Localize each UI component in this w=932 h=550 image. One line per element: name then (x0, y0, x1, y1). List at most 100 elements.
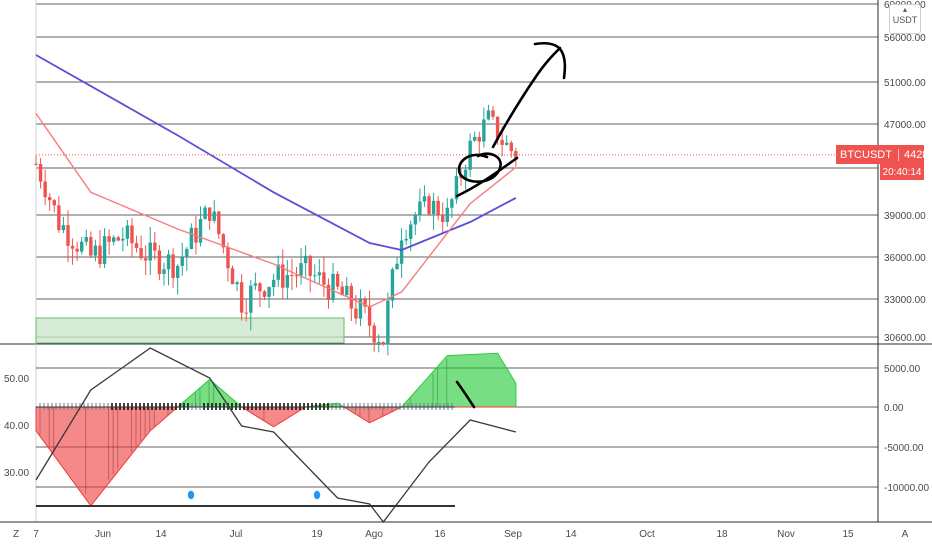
candle-up (486, 110, 491, 120)
date-tick-label: 14 (155, 529, 167, 540)
candle-up (482, 119, 486, 142)
candle-up (418, 201, 422, 216)
candle-down (139, 248, 143, 259)
candle-up (317, 272, 322, 276)
candle-up (409, 224, 413, 239)
price-tick-label: 39000.00 (884, 211, 926, 222)
price-tick-label: 56000.00 (884, 33, 926, 44)
candle-up (331, 273, 335, 300)
date-tick-label: Sep (504, 529, 522, 540)
candle-down (48, 197, 52, 201)
candle-down (98, 245, 102, 264)
price-tick-label: 36000.00 (884, 253, 926, 264)
date-tick-label: 16 (434, 529, 446, 540)
candle-up (271, 279, 276, 288)
candle-up (111, 237, 116, 242)
candle-down (57, 205, 61, 231)
date-tick-label: Jul (230, 529, 243, 540)
chevron-up-icon: ▴ (902, 5, 907, 14)
symbol-label: BTCUSDT (836, 148, 899, 161)
candle-up (175, 265, 180, 279)
candle-down (43, 181, 47, 198)
unit-label: USDT (892, 15, 918, 25)
date-tick-label: Oct (639, 529, 655, 540)
candle-down (354, 308, 358, 319)
oscillator-tick-label: 40.00 (4, 421, 29, 432)
currency-unit-selector[interactable]: ▴ USDT (889, 4, 921, 34)
candle-down (75, 248, 79, 252)
candle-up (253, 283, 258, 286)
candle-down (143, 258, 148, 261)
candle-up (390, 269, 395, 301)
candle-up (395, 263, 399, 270)
candle-up (148, 242, 152, 261)
candle-up (276, 264, 280, 280)
candle-down (509, 142, 513, 152)
candle-down (244, 312, 248, 314)
candle-down (500, 139, 504, 145)
candle-down (335, 273, 340, 287)
candle-down (308, 255, 312, 276)
candle-down (495, 116, 500, 140)
candle-down (230, 268, 235, 285)
candle-down (514, 151, 518, 160)
date-tick-label: 7 (33, 529, 39, 540)
candle-up (404, 238, 408, 241)
date-tick-label: 14 (565, 529, 577, 540)
candle-down (130, 225, 134, 244)
candle-up (235, 282, 239, 285)
candle-down (217, 211, 221, 235)
signal-dot (313, 490, 321, 500)
candle-down (491, 110, 495, 117)
candle-up (249, 285, 253, 313)
candle-up (267, 287, 271, 297)
candle-down (134, 243, 139, 249)
candle-up (463, 169, 468, 179)
candle-up (162, 269, 166, 274)
price-pane[interactable] (34, 54, 878, 356)
candle-up (203, 207, 207, 220)
candle-up (345, 285, 349, 296)
candle-down (322, 272, 326, 285)
candle-down (290, 275, 294, 277)
drawn-projection-line (455, 156, 519, 198)
candle-down (89, 237, 93, 256)
histogram-tick-label: 5000.00 (884, 364, 921, 375)
candle-down (477, 136, 481, 142)
candle-up (358, 299, 363, 319)
candle-up (285, 275, 290, 288)
candle-down (326, 284, 331, 300)
last-price-value: 44289.79 (903, 148, 932, 161)
auto-scale-button[interactable]: A (902, 529, 909, 540)
candle-up (166, 254, 171, 270)
candle-down (171, 254, 175, 279)
oscillator-line (35, 347, 517, 524)
candle-down (372, 325, 376, 343)
candle-down (226, 247, 230, 269)
candle-down (436, 200, 440, 215)
candle-up (185, 248, 189, 258)
candle-down (340, 286, 344, 296)
bar-countdown: 20:40:14 (880, 164, 924, 180)
candle-down (363, 299, 367, 307)
candle-down (367, 306, 372, 326)
histogram-tick-label: -10000.00 (884, 483, 929, 494)
zoom-left-button[interactable]: Z (13, 529, 19, 540)
candle-down (34, 163, 38, 165)
candle-down (52, 200, 56, 206)
user-drawings (455, 41, 567, 409)
candle-down (153, 242, 157, 251)
candle-down (157, 250, 162, 274)
candle-down (349, 285, 354, 309)
main-gridlines (0, 0, 932, 522)
candle-down (258, 283, 262, 292)
candle-up (450, 199, 454, 208)
candle-up (212, 211, 216, 221)
candle-up (473, 136, 477, 141)
indicator-pane[interactable] (35, 347, 517, 524)
candle-up (386, 300, 390, 345)
candle-up (377, 342, 381, 344)
candle-up (454, 176, 459, 200)
candle-up (180, 257, 184, 266)
